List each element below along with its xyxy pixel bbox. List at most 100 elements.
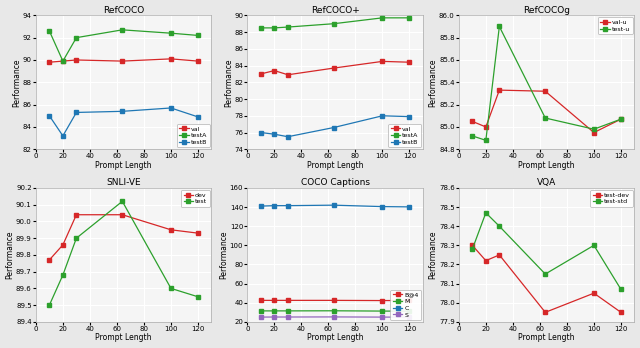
M xyxy=(284,309,292,313)
Y-axis label: Performance: Performance xyxy=(12,58,21,106)
S xyxy=(257,315,265,319)
testB xyxy=(406,114,413,119)
test-dev xyxy=(482,259,490,263)
val xyxy=(257,72,265,76)
val-u xyxy=(617,117,625,121)
dev xyxy=(45,258,53,262)
Line: testB: testB xyxy=(259,114,411,139)
dev xyxy=(59,243,67,247)
Legend: test-dev, test-std: test-dev, test-std xyxy=(590,190,632,207)
test xyxy=(72,236,80,240)
M xyxy=(379,309,387,313)
test xyxy=(167,286,175,291)
X-axis label: Prompt Length: Prompt Length xyxy=(95,333,152,342)
Line: testB: testB xyxy=(47,106,200,137)
S xyxy=(284,315,292,319)
B@4 xyxy=(406,298,413,302)
Line: S: S xyxy=(259,315,411,319)
Line: test-dev: test-dev xyxy=(470,244,623,314)
test-std xyxy=(468,247,476,251)
Legend: val-u, test-u: val-u, test-u xyxy=(598,17,632,34)
dev xyxy=(194,231,202,235)
dev xyxy=(72,213,80,217)
val xyxy=(330,66,338,70)
val-u xyxy=(482,125,490,129)
testB xyxy=(72,110,80,114)
testB xyxy=(257,130,265,135)
val xyxy=(406,60,413,64)
test xyxy=(118,199,126,204)
val xyxy=(118,59,126,63)
Y-axis label: Performance: Performance xyxy=(429,58,438,106)
Line: B@4: B@4 xyxy=(259,299,411,302)
testA xyxy=(45,29,53,33)
Legend: val, testA, testB: val, testA, testB xyxy=(177,124,210,148)
B@4 xyxy=(271,298,278,302)
testA xyxy=(194,33,202,38)
testB xyxy=(194,115,202,119)
val-u xyxy=(541,89,549,93)
test-u xyxy=(617,117,625,121)
testA xyxy=(118,28,126,32)
val xyxy=(59,59,67,63)
M xyxy=(330,309,338,313)
testB xyxy=(59,134,67,138)
test-u xyxy=(541,116,549,120)
test-dev xyxy=(590,291,598,295)
B@4 xyxy=(284,298,292,302)
Line: dev: dev xyxy=(47,213,200,262)
Title: RefCOCO: RefCOCO xyxy=(103,6,144,15)
val-u xyxy=(468,119,476,124)
test-std xyxy=(495,224,503,228)
test-u xyxy=(482,138,490,142)
testA xyxy=(167,31,175,35)
val xyxy=(271,69,278,73)
X-axis label: Prompt Length: Prompt Length xyxy=(518,333,575,342)
testA xyxy=(271,26,278,30)
test xyxy=(45,303,53,307)
Y-axis label: Performance: Performance xyxy=(429,231,438,279)
Title: COCO Captions: COCO Captions xyxy=(301,178,370,187)
X-axis label: Prompt Length: Prompt Length xyxy=(95,161,152,170)
val-u xyxy=(495,88,503,92)
X-axis label: Prompt Length: Prompt Length xyxy=(518,161,575,170)
testA xyxy=(330,22,338,26)
C xyxy=(271,204,278,208)
S xyxy=(406,315,413,319)
testB xyxy=(330,125,338,129)
val xyxy=(72,58,80,62)
testB xyxy=(284,135,292,139)
Line: C: C xyxy=(259,204,411,208)
val xyxy=(284,73,292,77)
Line: test-u: test-u xyxy=(470,25,623,142)
val xyxy=(194,59,202,63)
testA xyxy=(257,26,265,30)
Y-axis label: Performance: Performance xyxy=(224,58,233,106)
Y-axis label: Performance: Performance xyxy=(220,231,228,279)
S xyxy=(330,315,338,319)
C xyxy=(257,204,265,208)
B@4 xyxy=(330,298,338,302)
Line: test: test xyxy=(47,200,200,307)
test-dev xyxy=(541,310,549,314)
test-std xyxy=(590,243,598,247)
Line: val: val xyxy=(259,60,411,77)
Title: SNLI-VE: SNLI-VE xyxy=(106,178,141,187)
B@4 xyxy=(257,298,265,302)
Line: M: M xyxy=(259,309,411,313)
testA xyxy=(379,16,387,20)
test-u xyxy=(590,127,598,131)
Line: val: val xyxy=(47,57,200,64)
testA xyxy=(59,59,67,63)
testB xyxy=(379,114,387,118)
Title: RefCOCOg: RefCOCOg xyxy=(523,6,570,15)
Line: val-u: val-u xyxy=(470,88,623,134)
test-u xyxy=(495,24,503,29)
S xyxy=(379,315,387,319)
val xyxy=(45,60,53,64)
test-dev xyxy=(495,253,503,257)
C xyxy=(406,205,413,209)
val-u xyxy=(590,130,598,135)
S xyxy=(271,315,278,319)
Legend: val, testA, testB: val, testA, testB xyxy=(388,124,421,148)
